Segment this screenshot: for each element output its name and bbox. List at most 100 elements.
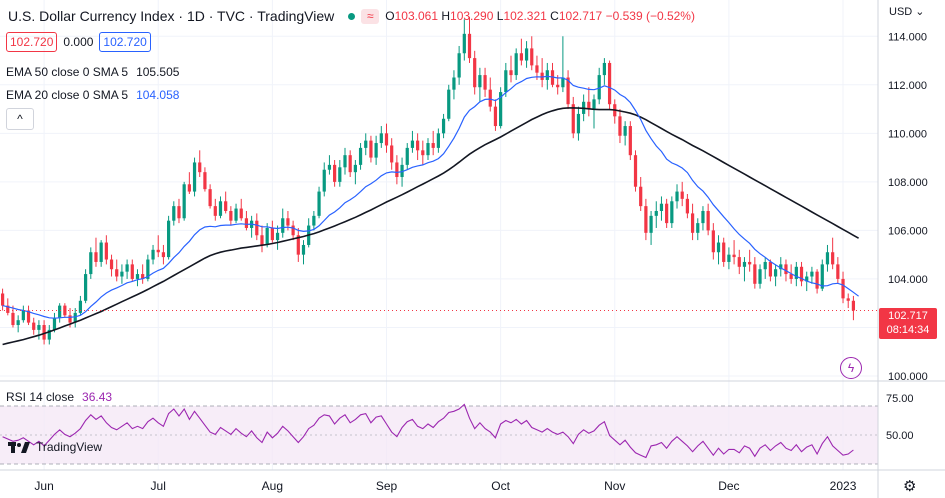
candle-body xyxy=(576,113,581,134)
price-tick-label: 104.000 xyxy=(888,274,928,286)
candle-body xyxy=(654,210,658,216)
candle-body xyxy=(618,116,622,136)
candle-body xyxy=(405,147,409,165)
price-tick-label: 106.000 xyxy=(888,225,928,237)
candle-body xyxy=(805,276,809,282)
candle-body xyxy=(244,218,249,228)
candle-body xyxy=(348,155,352,173)
candle-body xyxy=(130,264,134,279)
candle-body xyxy=(499,92,503,127)
candle-body xyxy=(73,312,77,323)
market-status-dot[interactable] xyxy=(348,12,356,20)
ema20-label: EMA 20 close 0 SMA 5 xyxy=(6,88,129,102)
candle-body xyxy=(275,232,280,241)
rsi-tick-label: 50.00 xyxy=(886,430,914,442)
candle-body xyxy=(737,257,741,267)
candle-body xyxy=(649,215,653,233)
candle-body xyxy=(696,223,700,233)
candle-body xyxy=(462,33,466,54)
symbol-title[interactable]: U.S. Dollar Currency Index · 1D · TVC · … xyxy=(8,8,335,24)
candle-body xyxy=(831,252,835,265)
candle-body xyxy=(488,89,492,107)
ema50-legend[interactable]: EMA 50 close 0 SMA 5 105.505 xyxy=(6,65,179,79)
candle-body xyxy=(338,167,342,182)
rsi-line xyxy=(2,403,854,459)
data-delay-badge[interactable]: ≈ xyxy=(361,8,380,24)
time-tick-label: Sep xyxy=(376,479,398,493)
candle-body xyxy=(716,242,721,253)
candle-body xyxy=(94,252,98,262)
candle-body xyxy=(166,220,171,258)
last-price-value: 102.717 xyxy=(888,310,928,322)
candle-body xyxy=(286,218,290,226)
rsi-tick-label: 75.00 xyxy=(886,393,914,405)
candle-body xyxy=(312,215,316,226)
buy-button[interactable]: 102.720 xyxy=(99,32,151,52)
candle-body xyxy=(281,218,285,233)
tradingview-logo-icon xyxy=(8,442,30,453)
candle-body xyxy=(685,198,690,214)
price-tick-label: 110.000 xyxy=(888,128,927,140)
rsi-legend[interactable]: RSI 14 close 36.43 xyxy=(6,390,112,404)
candle-body xyxy=(504,70,508,93)
candle-body xyxy=(135,274,140,279)
candle-body xyxy=(644,206,648,233)
price-tick-label: 112.000 xyxy=(888,80,927,92)
candle-body xyxy=(141,274,145,279)
candle-body xyxy=(192,162,197,192)
candle-body xyxy=(374,143,378,158)
candle-body xyxy=(379,133,383,144)
candle-body xyxy=(32,322,36,330)
candle-body xyxy=(556,84,560,88)
collapse-legend-button[interactable]: ^ xyxy=(6,108,34,130)
candle-body xyxy=(16,320,20,326)
candle-body xyxy=(208,189,212,207)
candle-body xyxy=(493,106,498,127)
candle-body xyxy=(815,271,819,289)
candle-body xyxy=(187,184,191,192)
candle-body xyxy=(229,210,233,221)
candle-body xyxy=(773,269,778,277)
candle-body xyxy=(665,203,669,224)
time-tick-label: Nov xyxy=(604,479,625,493)
candle-body xyxy=(270,227,274,241)
ema50-value: 105.505 xyxy=(136,65,180,79)
time-tick-label: Oct xyxy=(491,479,510,493)
candle-body xyxy=(587,101,591,110)
high-label: H xyxy=(441,9,451,23)
close-label: C xyxy=(550,9,559,23)
candle-body xyxy=(125,264,129,272)
candle-body xyxy=(109,259,114,270)
candle-body xyxy=(390,145,394,163)
candle-body xyxy=(421,150,425,156)
candle-body xyxy=(26,310,31,323)
logo-text: TradingView xyxy=(36,440,103,454)
candle-body xyxy=(68,315,72,323)
currency-selector[interactable]: USD ⌄ xyxy=(889,5,925,18)
candle-body xyxy=(607,62,612,105)
ema20-value: 104.058 xyxy=(136,88,180,102)
tradingview-logo[interactable]: TradingView xyxy=(8,440,102,454)
candle-body xyxy=(727,254,731,262)
sell-button[interactable]: 102.720 xyxy=(6,32,58,52)
candle-body xyxy=(99,242,103,262)
candle-body xyxy=(234,208,238,221)
high-value: 103.290 xyxy=(450,9,494,23)
time-tick-label: Dec xyxy=(718,479,739,493)
candle-body xyxy=(301,244,306,255)
candle-body xyxy=(426,143,430,156)
chevron-down-icon: ⌄ xyxy=(915,6,925,18)
candle-body xyxy=(597,75,601,100)
candle-body xyxy=(104,242,108,260)
candle-body xyxy=(115,269,119,277)
low-label: L xyxy=(496,9,504,23)
candle-body xyxy=(524,48,529,61)
currency-label: USD xyxy=(889,6,913,18)
candle-body xyxy=(291,225,295,236)
candle-body xyxy=(410,140,415,148)
gear-icon[interactable]: ⚙ xyxy=(903,478,917,495)
candle-body xyxy=(467,33,472,59)
flash-icon[interactable]: ϟ xyxy=(840,357,862,379)
ema20-legend[interactable]: EMA 20 close 0 SMA 5 104.058 xyxy=(6,88,179,102)
